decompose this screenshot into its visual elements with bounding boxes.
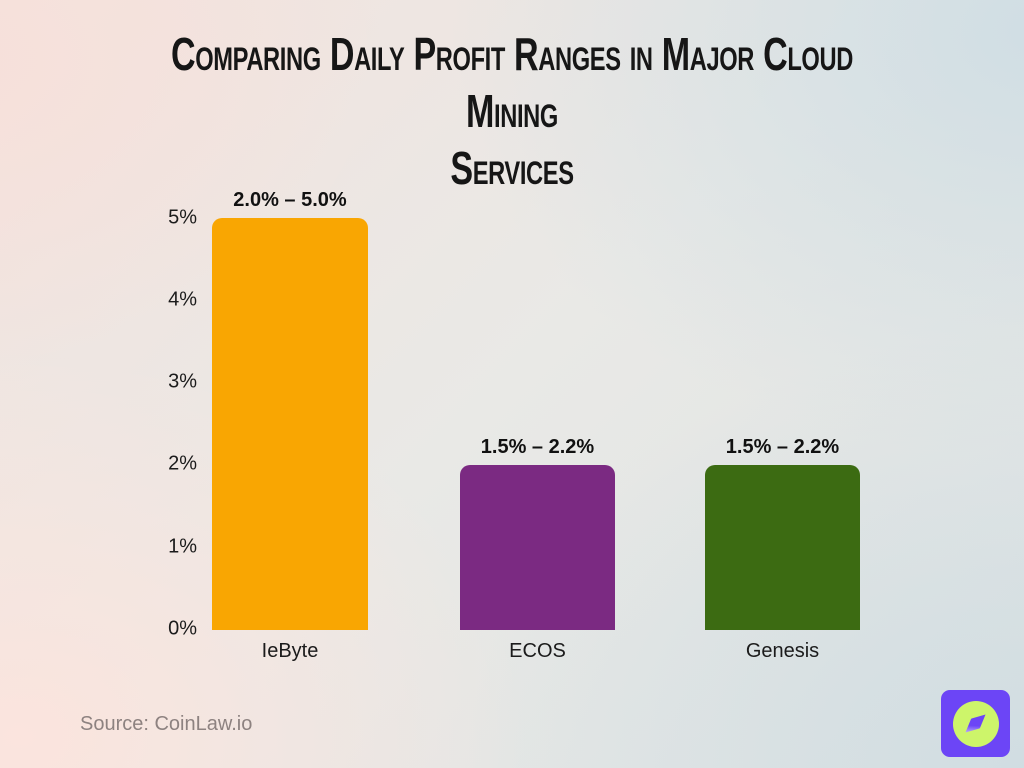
category-label-ecos: ECOS xyxy=(509,640,566,662)
category-label-iebyte: IeByte xyxy=(261,640,319,662)
chart-title: Comparing Daily Profit Ranges in Major C… xyxy=(133,26,891,197)
y-axis-tick-1: 1% xyxy=(168,535,197,558)
category-label-genesis: Genesis xyxy=(745,640,820,662)
bar-group-iebyte: 2.0% – 5.0% IeByte xyxy=(212,189,368,662)
coinlaw-logo xyxy=(941,690,1010,757)
bar-group-ecos: 1.5% – 2.2% ECOS xyxy=(460,436,615,662)
chart-title-line-2: Services xyxy=(450,142,574,194)
source-credit: Source: CoinLaw.io xyxy=(80,713,253,735)
compass-circle-icon xyxy=(952,700,999,747)
chart-title-line-1: Comparing Daily Profit Ranges in Major C… xyxy=(171,28,853,137)
y-axis-tick-2: 2% xyxy=(168,452,197,475)
bar-iebyte xyxy=(212,218,368,630)
range-label-genesis: 1.5% – 2.2% xyxy=(725,436,840,458)
bar-ecos xyxy=(460,465,615,630)
bar-genesis xyxy=(705,465,860,630)
y-axis-tick-4: 4% xyxy=(168,288,197,311)
y-axis-tick-5: 5% xyxy=(168,206,197,228)
range-label-ecos: 1.5% – 2.2% xyxy=(480,436,595,458)
range-label-iebyte: 2.0% – 5.0% xyxy=(233,189,347,211)
y-axis-tick-3: 3% xyxy=(168,370,197,393)
bar-group-genesis: 1.5% – 2.2% Genesis xyxy=(705,436,860,662)
compass-needle-icon xyxy=(961,710,990,738)
y-axis-tick-0: 0% xyxy=(168,617,197,640)
